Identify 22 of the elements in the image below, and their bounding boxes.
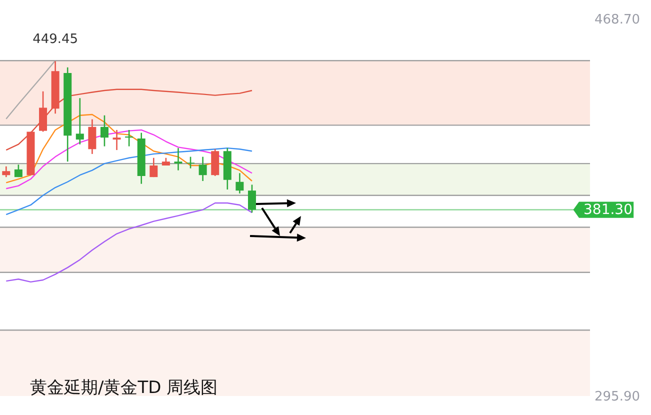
y-tick-label: 468.70 — [594, 12, 640, 28]
candlestick — [174, 147, 182, 171]
y-tick-label: 295.90 — [594, 390, 640, 404]
candlestick — [125, 129, 134, 147]
candlestick — [150, 157, 158, 178]
line-series — [6, 202, 253, 283]
candlestick — [198, 156, 207, 182]
line-series — [6, 147, 253, 216]
candlestick — [2, 166, 10, 178]
candlestick — [248, 184, 256, 214]
ref-line-label: 381.30 — [584, 202, 632, 218]
candlestick — [186, 156, 195, 169]
candlestick — [236, 172, 244, 194]
candlestick — [112, 129, 121, 151]
candlestick — [100, 114, 108, 147]
candlestick — [88, 118, 96, 155]
candlestick — [76, 97, 84, 146]
annotation: 449.45 — [32, 32, 78, 48]
line-series — [6, 114, 253, 184]
candlestick — [14, 164, 22, 178]
candlestick — [211, 148, 220, 177]
text: 黄金延期/黄金TD 周线图 — [30, 377, 218, 399]
